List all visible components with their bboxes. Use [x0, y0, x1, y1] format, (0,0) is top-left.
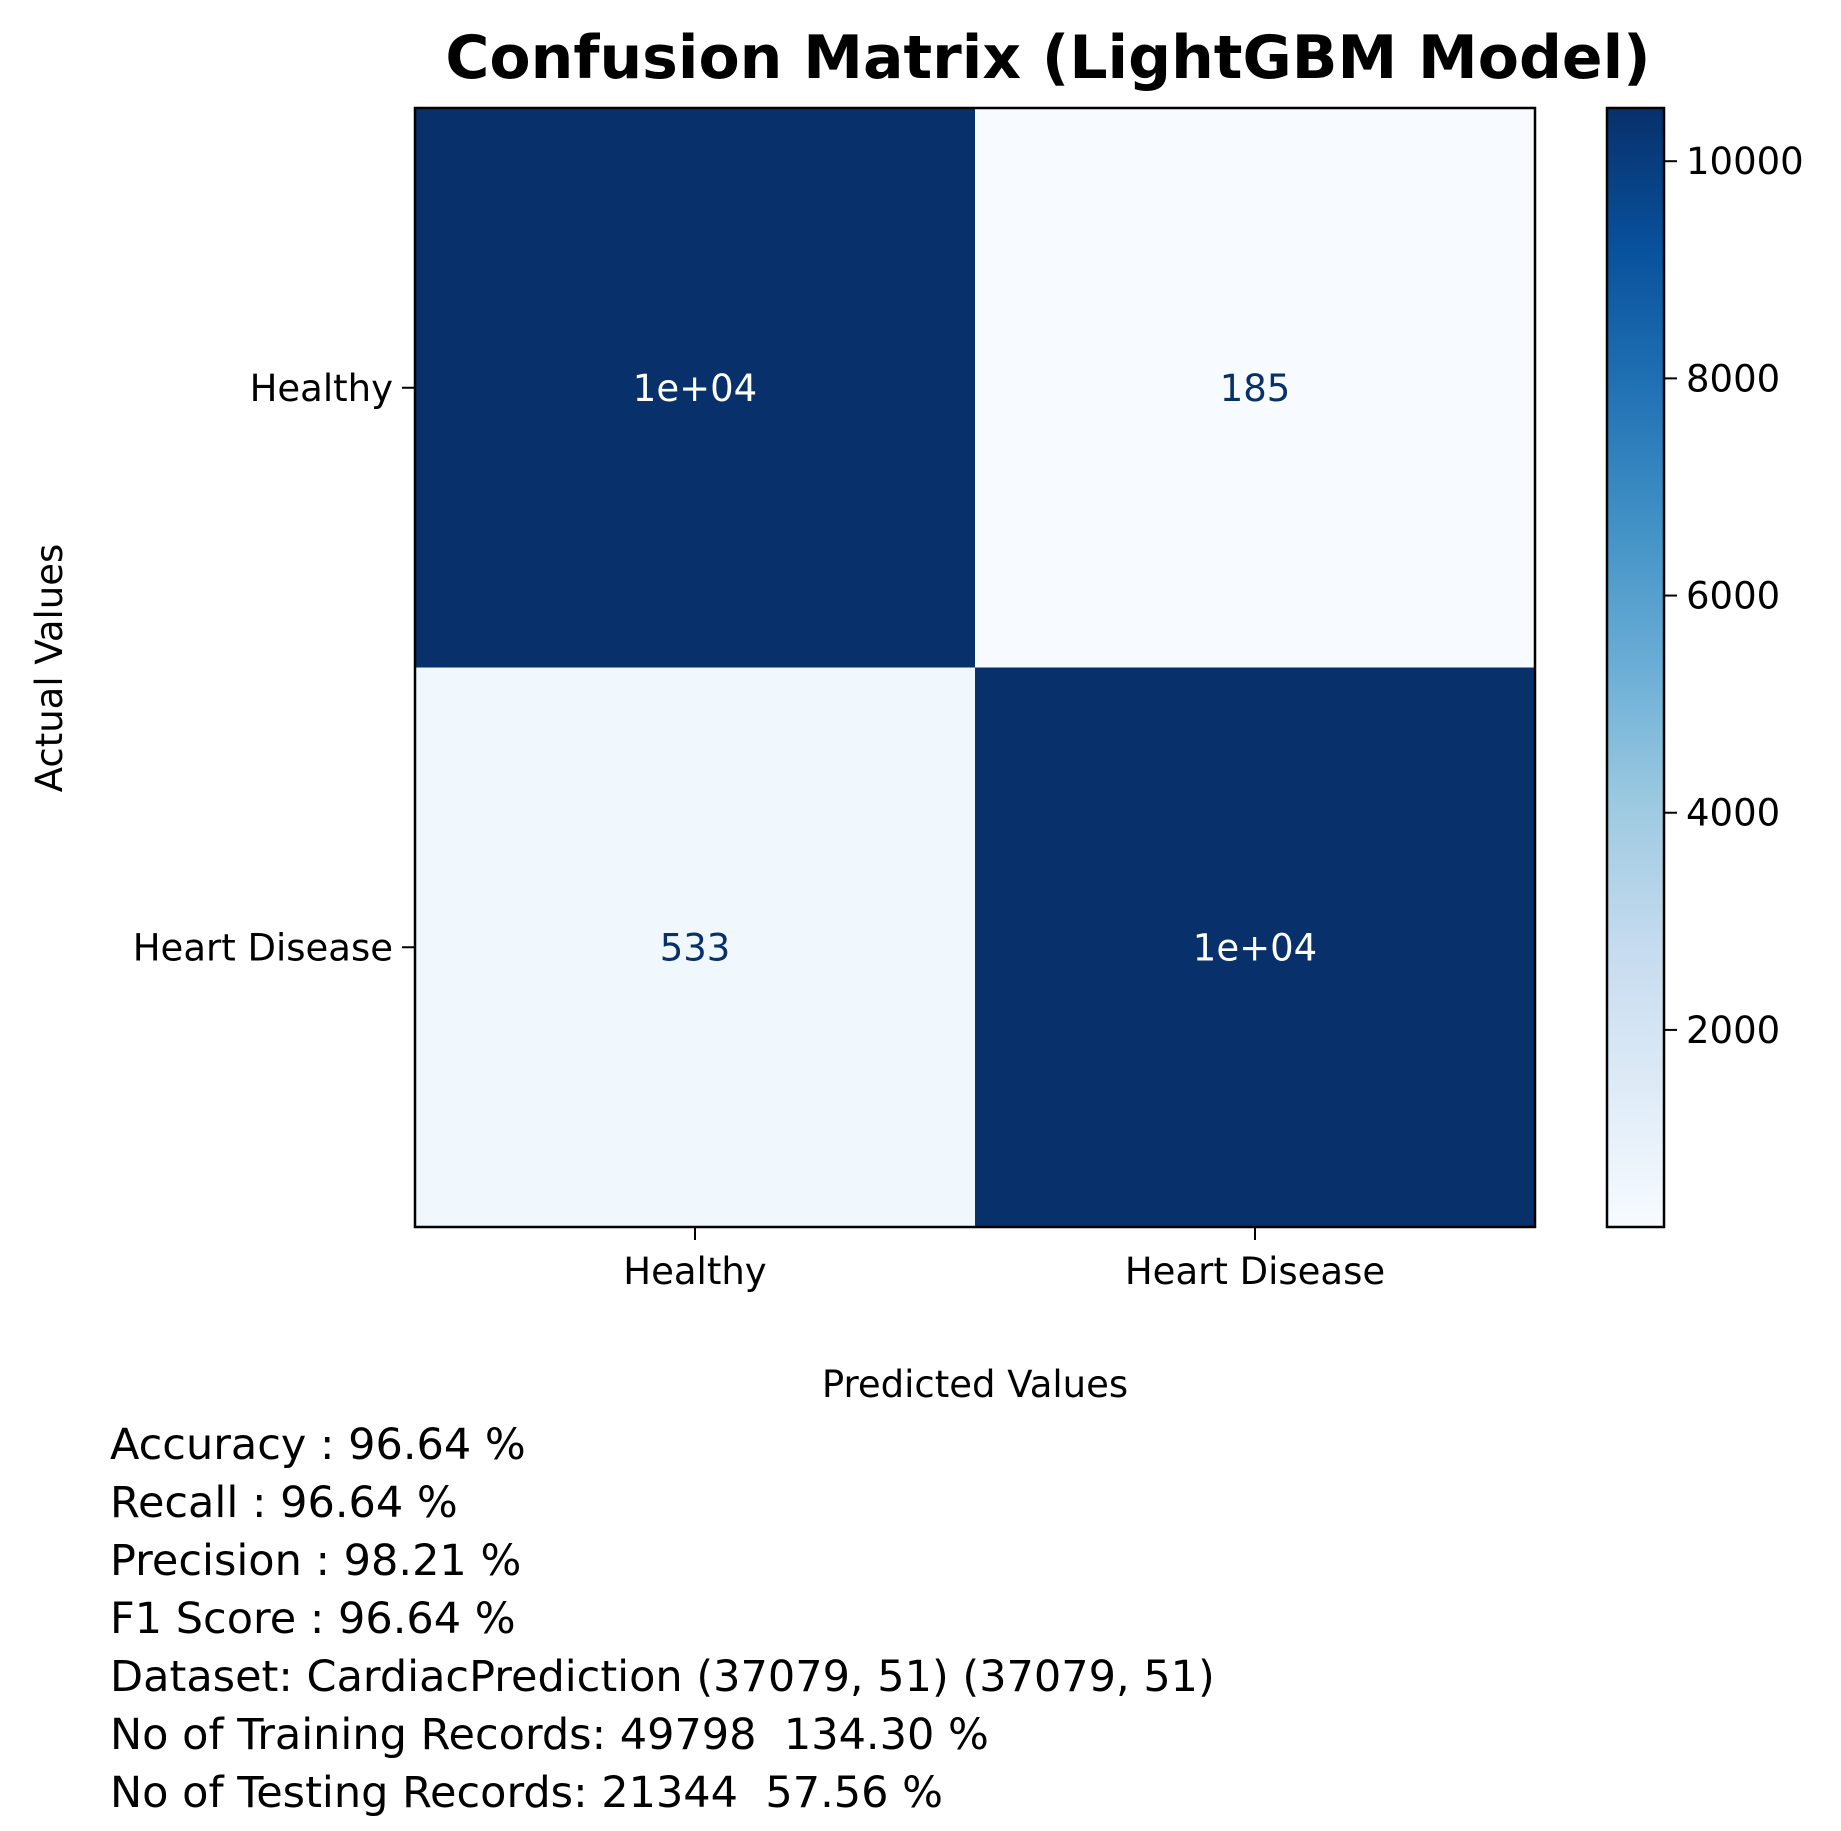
x-tick-label: Healthy: [623, 1250, 766, 1293]
x-tick-label: Heart Disease: [1125, 1250, 1385, 1293]
training-records-text: No of Training Records: 49798 134.30 %: [110, 1710, 989, 1760]
metrics-list: Accuracy : 96.64 % Recall : 96.64 % Prec…: [110, 1416, 1215, 1822]
y-tick-label: Heart Disease: [133, 926, 393, 969]
y-axis-label: Actual Values: [28, 544, 71, 793]
y-tick-label: Healthy: [250, 367, 393, 410]
colorbar-tick-label: 4000: [1686, 792, 1780, 835]
colorbar-tick-label: 2000: [1686, 1009, 1780, 1052]
cell-value-label: 185: [1220, 367, 1291, 410]
matrix-cell: [975, 667, 1535, 1227]
dataset-text: Dataset: CardiacPrediction (37079, 51) (…: [110, 1652, 1215, 1702]
plot-frame: [413, 106, 1537, 1229]
accuracy-text: Accuracy : 96.64 %: [110, 1420, 526, 1470]
colorbar-tick-label: 8000: [1686, 357, 1780, 400]
matrix-cell: [415, 108, 975, 668]
colorbar-tick-label: 6000: [1686, 575, 1780, 618]
matrix-cell: [415, 667, 975, 1227]
x-axis-label: Predicted Values: [822, 1363, 1128, 1406]
cell-value-label: 1e+04: [633, 367, 757, 410]
colorbar: [1605, 106, 1666, 1229]
chart-title: Confusion Matrix (LightGBM Model): [445, 23, 1650, 93]
recall-text: Recall : 96.64 %: [110, 1478, 458, 1528]
precision-text: Precision : 98.21 %: [110, 1536, 522, 1586]
matrix-cell: [975, 108, 1535, 668]
cell-value-label: 533: [660, 926, 731, 969]
colorbar-tick-label: 10000: [1686, 140, 1804, 183]
cell-value-label: 1e+04: [1193, 926, 1317, 969]
f1-score-text: F1 Score : 96.64 %: [110, 1594, 516, 1644]
testing-records-text: No of Testing Records: 21344 57.56 %: [110, 1768, 943, 1818]
